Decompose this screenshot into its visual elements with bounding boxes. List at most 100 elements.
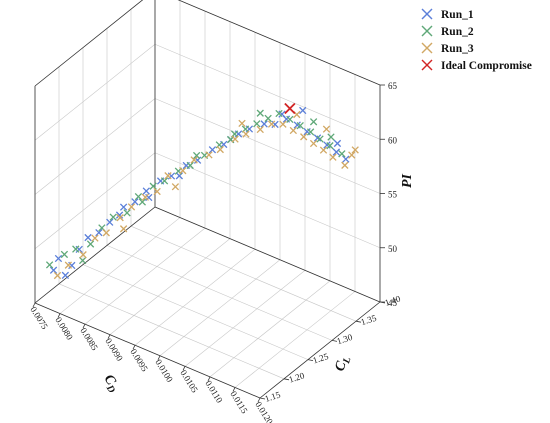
data-point [322,125,331,133]
data-point [205,151,213,159]
legend-label: Run_2 [441,26,474,38]
legend-item: Run_1 [421,8,474,21]
floor-gridline [82,264,309,360]
x-tick-label: 0.0085 [78,326,100,353]
y-tick-label: 1.35 [360,313,379,328]
z-axis-label: PI [400,173,415,188]
x-tick-mark [32,302,36,308]
y-tick-mark [355,320,362,323]
floor-gridline [159,259,281,357]
z-tick-label: 55 [388,190,398,200]
data-point [348,151,356,159]
data-point [131,198,139,206]
data-point [333,139,342,148]
ideal-compromise-point [284,102,296,115]
data-point [267,120,276,128]
floor-gridline [58,283,285,380]
x-tick-label: 0.0075 [28,305,50,332]
data-point [231,135,239,143]
data-point [138,198,146,206]
x-tick-mark [257,397,261,403]
x-tick-mark [157,355,161,360]
data-point [171,183,180,191]
data-point [342,155,350,163]
data-point [309,118,318,126]
z-tick-label: 50 [388,244,398,254]
y-tick-mark [259,397,266,400]
floor-gridline [130,225,357,322]
y-tick-label: 1.30 [336,332,355,347]
data-point [79,256,87,265]
data-point [106,218,114,226]
data-point [109,213,117,221]
axis-panels [34,0,381,399]
x-tick-mark [182,366,186,371]
data-point [72,245,80,253]
y-tick-label: 1.40 [384,293,403,308]
data-point [341,161,349,169]
x-tick-label: 0.0120 [253,400,275,423]
z-tick-label: 45 [388,298,398,308]
x-tick-label: 0.0080 [53,315,75,342]
data-point [275,109,283,118]
data-point [119,225,128,233]
data-point [306,128,315,136]
back-wall-gridline [154,43,381,140]
side-wall-gridline [34,0,143,87]
box-edge [154,206,381,303]
data-point [238,119,246,128]
legend-label: Run_3 [441,43,474,55]
box-edge [259,301,381,399]
data-point [190,156,198,164]
legend-item: Ideal Compromise [421,59,532,72]
side-wall-gridline [34,98,156,195]
floor-gridline [134,248,256,346]
floor-gridline [234,291,356,388]
data-point [164,172,172,180]
data-point [260,120,268,128]
data-point [64,261,72,269]
back-wall-gridline [154,98,381,194]
y-tick-mark [283,378,290,381]
x-tick-mark [132,345,136,350]
data-point [216,145,224,154]
box-edge [34,206,156,304]
data-point [179,167,187,175]
legend-label: Run_1 [441,9,474,21]
x-tick-label: 0.0110 [203,379,225,405]
data-point [153,187,161,196]
x-tick-label: 0.0115 [228,389,250,415]
data-point [160,177,169,185]
data-point [256,109,264,117]
data-point [60,250,69,259]
data-point [84,233,92,242]
legend-marker [421,42,433,54]
data-point [253,120,261,128]
legend-marker [421,8,433,20]
y-axis-label: CL [333,354,354,374]
box-edge [34,302,261,399]
data-point [309,139,318,148]
data-point [242,130,250,138]
data-point [326,142,334,150]
data-point [141,193,149,201]
floor-gridline [109,238,231,335]
data-point [53,271,62,280]
data-point [102,229,110,237]
floor-gridline [209,280,331,378]
y-tick-label: 1.20 [288,370,307,385]
data-point [279,120,287,128]
y-tick-label: 1.15 [264,389,283,404]
box-edge [34,0,144,87]
data-point [286,115,294,124]
legend-item: Run_3 [421,42,474,55]
side-wall-gridline [34,44,156,141]
y-tick-mark [331,340,338,342]
data-point [91,234,99,242]
data-point [45,261,54,269]
data-point [264,114,272,123]
data-point [127,203,136,211]
z-tick-label: 65 [388,81,398,91]
data-point [351,146,359,154]
